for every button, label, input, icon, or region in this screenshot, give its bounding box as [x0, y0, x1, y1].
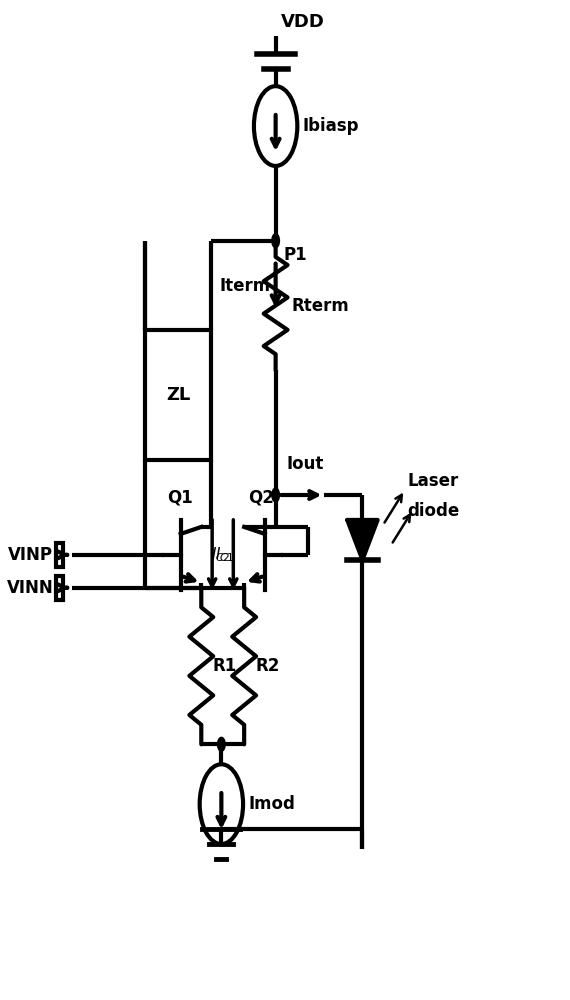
Text: Iterm: Iterm — [219, 277, 270, 295]
Text: Laser: Laser — [408, 472, 459, 490]
Text: Q2: Q2 — [249, 489, 274, 507]
Text: R1: R1 — [212, 657, 237, 675]
Bar — [56, 543, 63, 567]
Text: $I_{C1}$: $I_{C1}$ — [215, 545, 234, 564]
Text: $I_{C2}$: $I_{C2}$ — [211, 545, 231, 564]
Text: P1: P1 — [284, 246, 307, 264]
Text: VINN: VINN — [6, 579, 53, 597]
Circle shape — [272, 488, 279, 502]
Text: Iout: Iout — [287, 455, 324, 473]
Bar — [145, 330, 210, 460]
Text: VINP: VINP — [8, 546, 53, 564]
Text: diode: diode — [408, 502, 460, 520]
Circle shape — [272, 234, 279, 248]
Text: Ibiasp: Ibiasp — [303, 117, 359, 135]
Bar — [56, 576, 63, 600]
Text: Imod: Imod — [249, 795, 295, 813]
Text: Q1: Q1 — [167, 489, 193, 507]
Text: VDD: VDD — [281, 13, 325, 31]
Text: Rterm: Rterm — [292, 297, 349, 315]
Text: R2: R2 — [255, 657, 279, 675]
Circle shape — [218, 737, 225, 751]
Polygon shape — [347, 520, 378, 560]
Text: ZL: ZL — [166, 386, 190, 404]
